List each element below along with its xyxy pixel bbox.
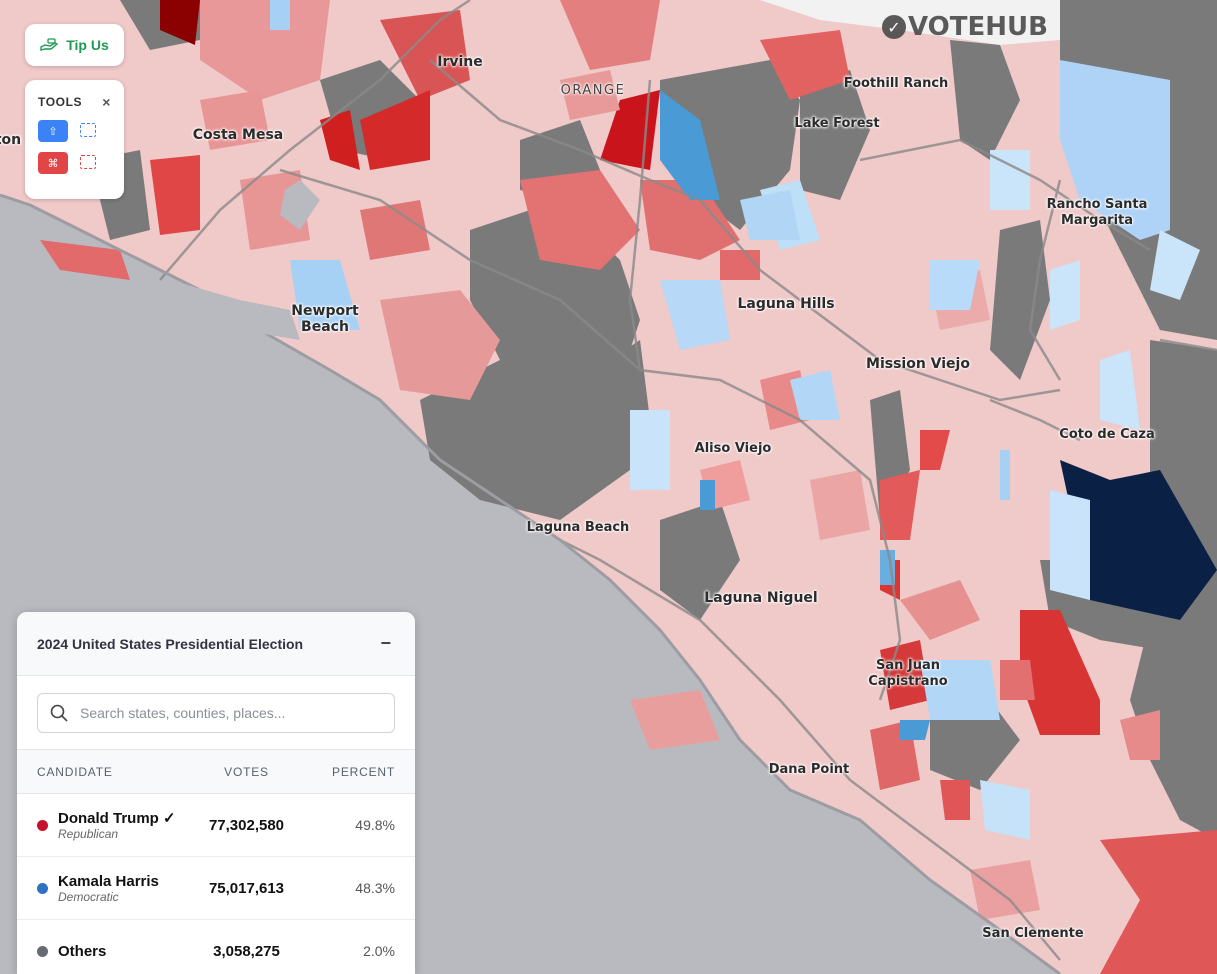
precincts-blue (270, 0, 1217, 840)
candidate-votes: 3,058,275 (213, 942, 280, 960)
party-color-dot (37, 945, 48, 957)
candidate-name: Donald Trump ✓ (58, 809, 176, 827)
deselect-box-icon[interactable] (80, 155, 96, 169)
results-table-header: CANDIDATE VOTES PERCENT (17, 750, 415, 794)
results-panel: 2024 United States Presidential Election… (17, 612, 415, 974)
place-label-aliso-viejo: Aliso Viejo (694, 441, 772, 456)
deselect-cmd-button[interactable]: ⌘ (38, 152, 68, 174)
place-label-lake-forest: Lake Forest (794, 116, 880, 131)
candidate-percent: 49.8% (355, 817, 395, 833)
coastline (0, 193, 1061, 974)
candidate-party: Republican (58, 826, 119, 841)
precincts-light-red (40, 0, 1217, 974)
table-row[interactable]: Donald Trump ✓ Republican 77,302,580 49.8% (17, 794, 415, 857)
candidate-percent: 2.0% (363, 943, 395, 959)
search-box (37, 693, 395, 733)
candidate-name: Kamala Harris (58, 872, 159, 890)
table-row[interactable]: Kamala Harris Democratic 75,017,613 48.3% (17, 857, 415, 920)
party-color-dot (37, 882, 48, 894)
tip-us-label: Tip Us (66, 37, 109, 53)
minimize-button[interactable]: − (380, 633, 391, 653)
place-label-orange: ORANGE (560, 83, 626, 98)
election-title: 2024 United States Presidential Election (37, 635, 304, 652)
place-label-costa-mesa: Costa Mesa (192, 127, 284, 143)
candidate-party: Democratic (58, 889, 119, 904)
col-candidate: CANDIDATE (37, 764, 113, 779)
map-blank-area (760, 0, 1060, 45)
col-percent: PERCENT (332, 764, 395, 779)
place-label-laguna-beach: Laguna Beach (526, 520, 630, 535)
candidate-votes: 75,017,613 (208, 879, 285, 897)
candidate-cell: Donald Trump ✓ Republican (37, 810, 197, 841)
place-label-san-clemente: San Clemente (982, 926, 1084, 941)
harbor (170, 280, 300, 340)
place-label-laguna-niguel: Laguna Niguel (704, 590, 818, 606)
place-label-dana-point: Dana Point (768, 762, 850, 777)
place-label-newport-beach: Newport Beach (291, 303, 359, 335)
tools-panel: TOOLS × ⇧ ⌘ (25, 80, 124, 199)
back-bay (280, 180, 320, 230)
tools-title: TOOLS (38, 95, 83, 109)
place-label-laguna-hills: Laguna Hills (737, 296, 835, 312)
party-color-dot (37, 819, 48, 831)
place-label-mission-viejo: Mission Viejo (866, 356, 970, 372)
place-label-ton: ton (0, 132, 22, 148)
place-label-rancho-santa-margarita: Rancho Santa Margarita (1046, 197, 1148, 228)
votehub-logo[interactable]: ✓ VOTEHUB (882, 12, 1048, 42)
search-input[interactable] (78, 704, 382, 722)
place-label-irvine: Irvine (437, 54, 483, 70)
place-label-coto-de-caza: Coto de Caza (1059, 427, 1155, 442)
results-rows: Donald Trump ✓ Republican 77,302,580 49.8% K… (17, 794, 415, 974)
roads (159, 0, 1217, 961)
results-header: 2024 United States Presidential Election… (17, 612, 415, 676)
hand-money-icon (40, 38, 59, 51)
select-shift-button[interactable]: ⇧ (38, 120, 68, 142)
col-votes: VOTES (224, 764, 269, 779)
tip-us-button[interactable]: Tip Us (25, 24, 124, 66)
candidate-cell: Others (37, 943, 197, 960)
candidate-name: Others (58, 942, 107, 960)
table-row[interactable]: Others 3,058,275 2.0% (17, 920, 415, 974)
candidate-cell: Kamala Harris Democratic (37, 873, 197, 904)
select-box-icon[interactable] (80, 123, 96, 137)
place-label-foothill-ranch: Foothill Ranch (843, 76, 949, 91)
check-circle-icon: ✓ (882, 15, 906, 39)
tools-close-button[interactable]: × (102, 94, 111, 110)
search-icon (50, 704, 68, 722)
candidate-percent: 48.3% (355, 880, 395, 896)
logo-text: VOTEHUB (908, 12, 1048, 42)
place-label-san-juan-capistrano: San Juan Capistrano (868, 658, 948, 689)
candidate-votes: 77,302,580 (208, 816, 285, 834)
